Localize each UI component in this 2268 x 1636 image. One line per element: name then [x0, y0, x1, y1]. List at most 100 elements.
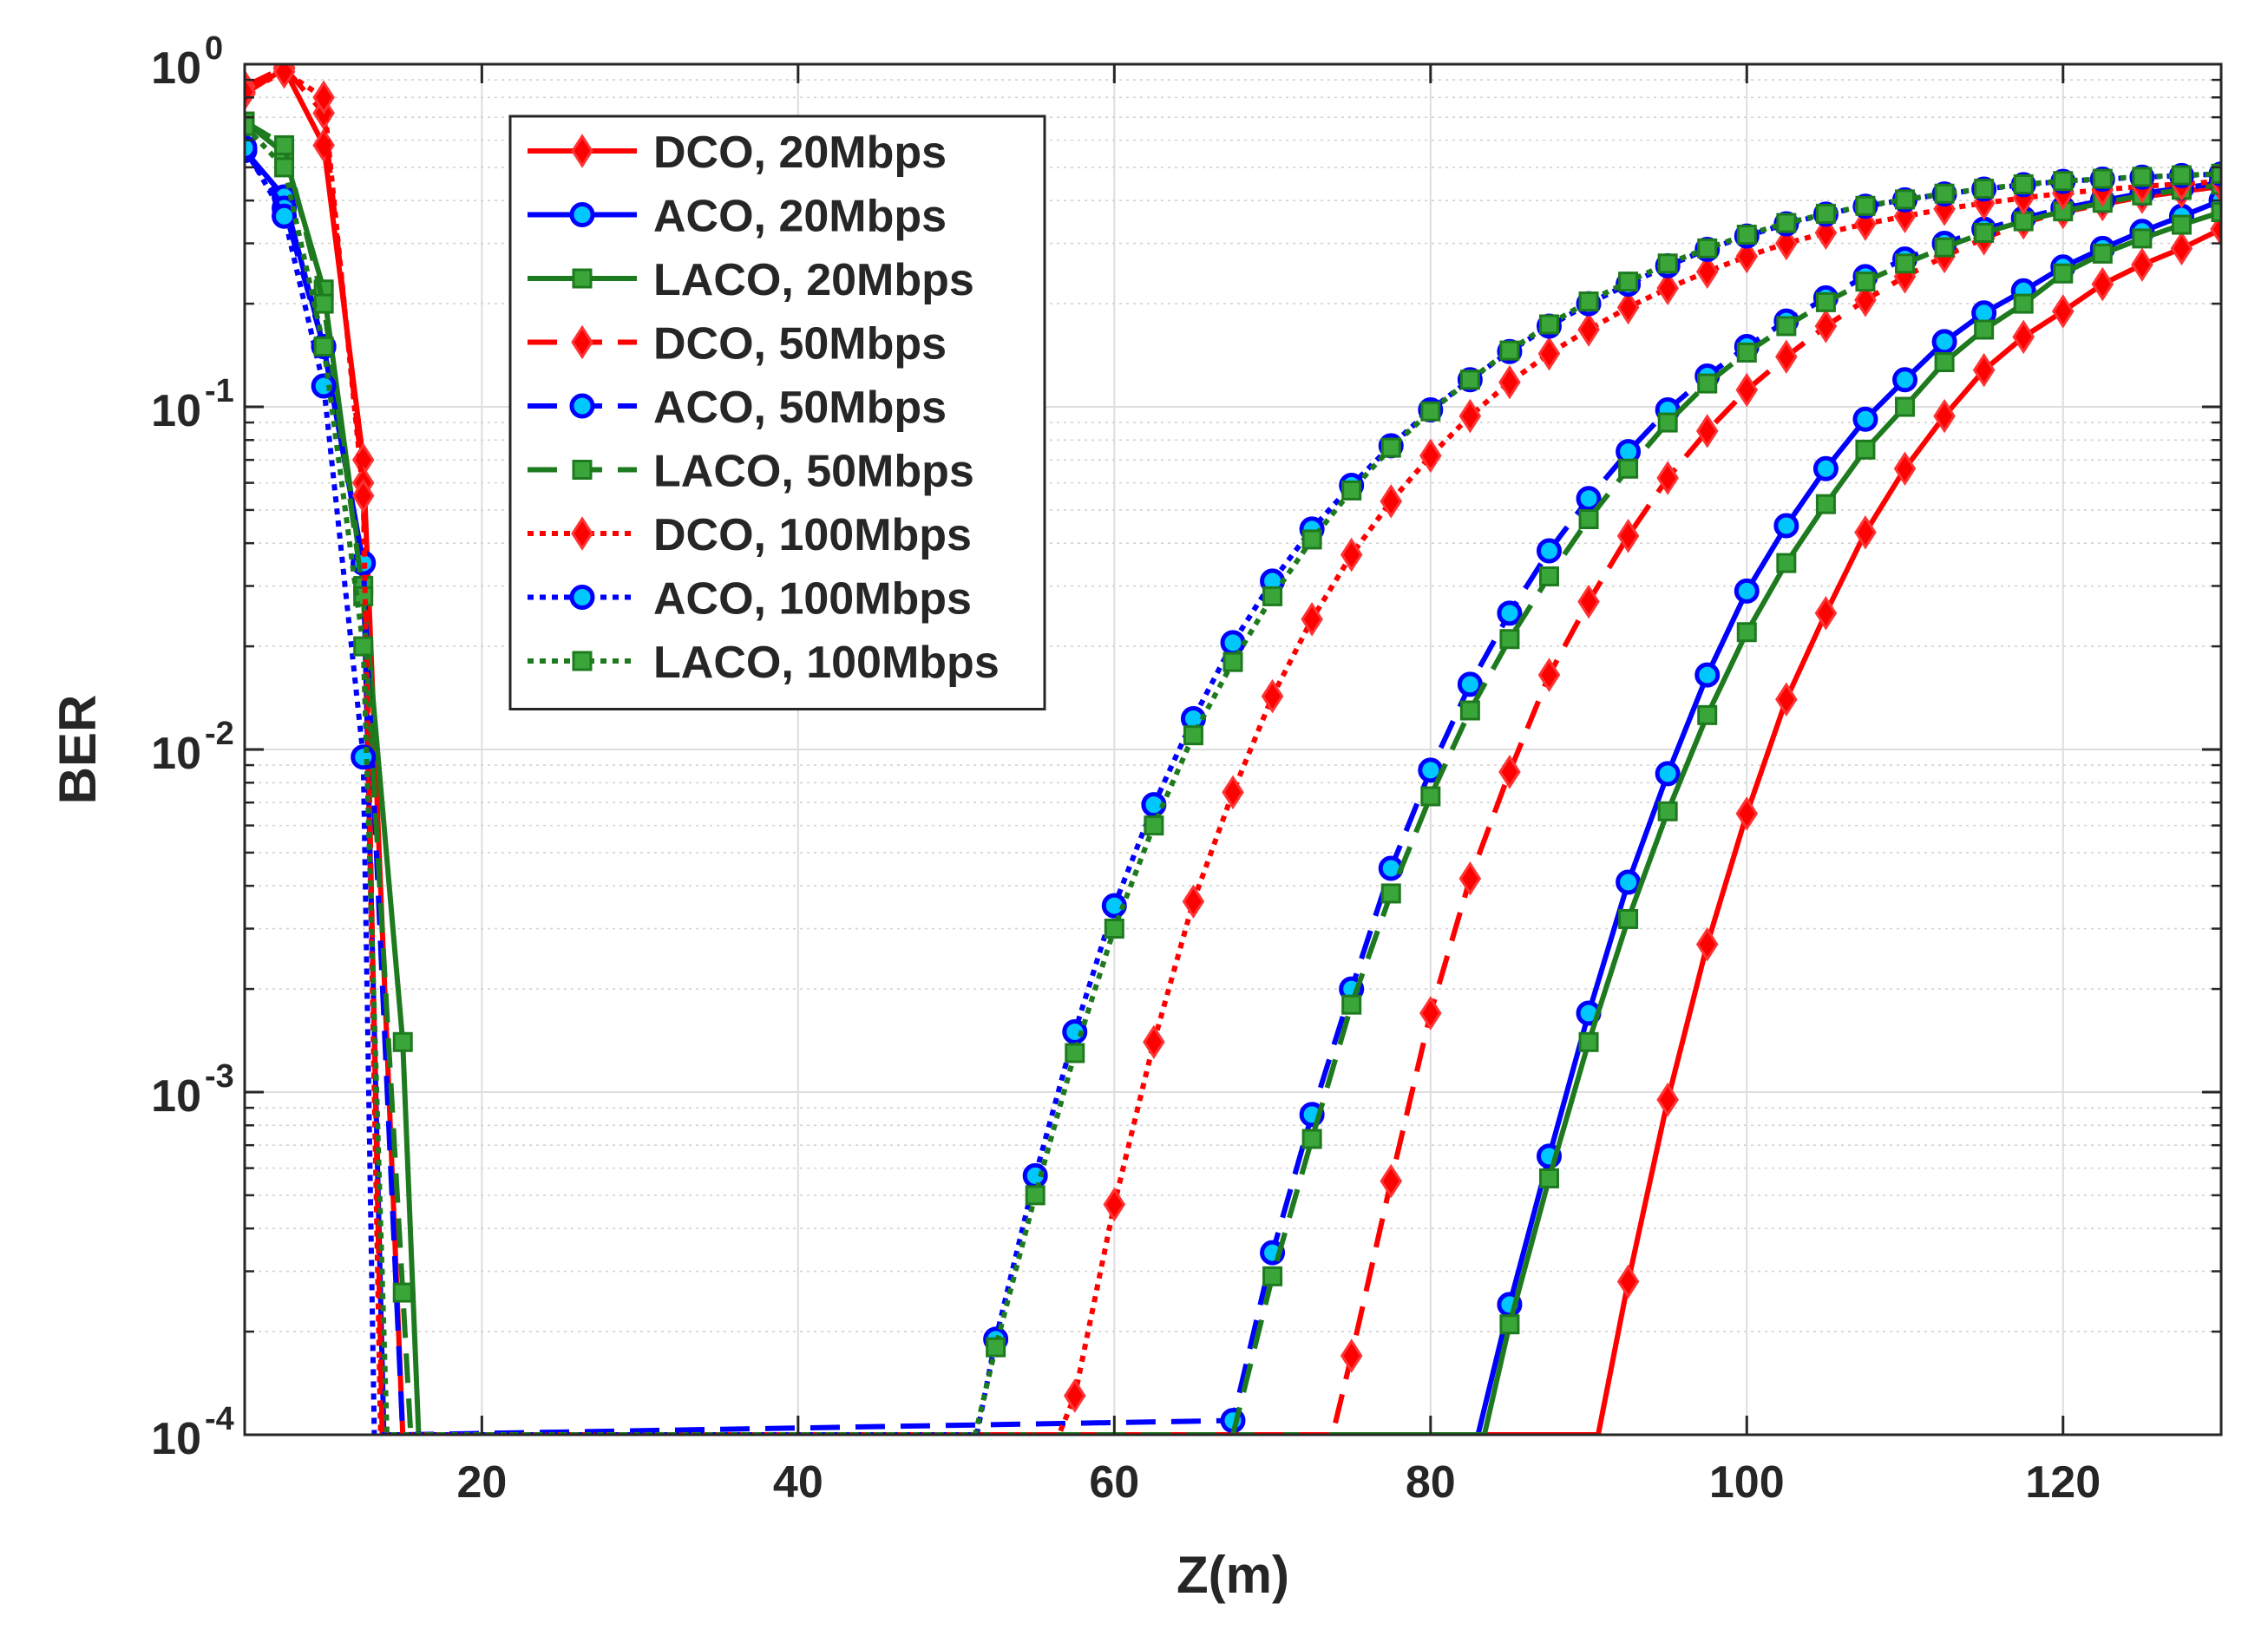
legend-label: LACO, 50Mbps — [653, 447, 974, 497]
legend-label: ACO, 20Mbps — [653, 192, 947, 242]
data-point-circle — [245, 134, 258, 160]
data-point-diamond — [1103, 1187, 1126, 1222]
x-axis-label: Z(m) — [1177, 1546, 1289, 1604]
data-point-square — [313, 336, 334, 357]
data-point-square — [2053, 263, 2074, 284]
data-point-square — [1697, 704, 1718, 725]
data-point-square — [1934, 352, 1955, 373]
data-point-diamond — [1261, 678, 1284, 714]
data-point-square — [1538, 314, 1559, 335]
data-point-diamond — [1616, 1264, 1640, 1299]
data-point-square — [1736, 225, 1757, 245]
data-point-diamond — [1814, 309, 1838, 344]
data-point-diamond — [1380, 1163, 1403, 1199]
data-point-diamond — [1695, 926, 1719, 962]
data-point-diamond — [2170, 231, 2193, 266]
data-point-circle — [1576, 486, 1602, 512]
data-point-diamond — [1537, 336, 1561, 371]
data-point-square — [1855, 195, 1876, 216]
data-point-square — [1578, 291, 1599, 312]
data-point-square — [1855, 272, 1876, 292]
data-point-square — [1499, 629, 1520, 650]
legend-label: ACO, 50Mbps — [653, 383, 947, 433]
data-point-diamond — [1498, 364, 1521, 400]
legend-entry: ACO, 50Mbps — [528, 383, 947, 433]
data-point-circle — [1892, 367, 1918, 393]
data-point-diamond — [1063, 1378, 1086, 1413]
data-point-diamond — [1933, 398, 1956, 434]
data-point-square — [1776, 316, 1797, 337]
data-point-square — [1815, 494, 1836, 514]
data-point-circle — [1457, 671, 1483, 697]
data-point-diamond — [1419, 996, 1442, 1031]
y-tick-label-exponent: -4 — [205, 1401, 234, 1437]
data-point-square — [2053, 171, 2074, 192]
data-point-diamond — [1301, 602, 1323, 637]
y-tick-label-exponent: -2 — [205, 716, 234, 752]
data-point-square — [1934, 183, 1955, 204]
data-point-square — [1578, 509, 1599, 530]
data-point-circle — [1378, 855, 1404, 881]
data-point-square — [1538, 566, 1559, 586]
data-point-square — [1855, 439, 1876, 460]
legend-label: LACO, 100Mbps — [653, 638, 1000, 688]
data-point-diamond — [1498, 755, 1521, 789]
data-point-square — [1974, 319, 1995, 340]
legend-label: DCO, 100Mbps — [653, 510, 972, 560]
legend-label: ACO, 100Mbps — [653, 574, 972, 625]
data-point-circle — [1220, 630, 1246, 656]
data-point-diamond — [312, 80, 335, 115]
data-point-square — [2013, 211, 2034, 232]
data-point-square — [1262, 1266, 1283, 1286]
data-point-diamond — [1814, 596, 1838, 631]
data-point-diamond — [571, 516, 593, 551]
data-point-diamond — [1775, 682, 1798, 717]
data-point-circle — [1773, 513, 1799, 539]
data-point-square — [1420, 786, 1441, 807]
data-point-square — [2092, 168, 2113, 189]
data-point-diamond — [1419, 438, 1442, 474]
y-tick-label-base: 10 — [151, 43, 201, 94]
data-point-circle — [1497, 600, 1523, 626]
data-point-diamond — [351, 478, 375, 514]
data-point-circle — [272, 203, 298, 229]
data-point-square — [274, 157, 295, 178]
data-point-circle — [1655, 761, 1681, 787]
x-tick-label: 100 — [1709, 1457, 1785, 1508]
data-point-square — [1618, 272, 1639, 292]
legend-label: LACO, 20Mbps — [653, 255, 974, 305]
data-point-square — [1222, 651, 1243, 672]
data-point-circle — [569, 585, 595, 610]
data-point-circle — [311, 373, 337, 399]
data-point-square — [1815, 291, 1836, 312]
data-point-diamond — [1577, 584, 1600, 619]
data-point-diamond — [2131, 247, 2153, 282]
data-point-diamond — [1616, 519, 1640, 553]
data-point-diamond — [1222, 775, 1244, 810]
data-point-square — [1301, 1129, 1322, 1149]
data-point-circle — [1852, 406, 1878, 432]
data-point-square — [1341, 480, 1362, 501]
data-point-square — [353, 636, 374, 657]
data-point-square — [392, 1282, 413, 1303]
data-point-square — [1341, 994, 1362, 1015]
data-point-circle — [1694, 662, 1721, 688]
data-point-square — [1974, 179, 1995, 200]
data-point-circle — [1734, 578, 1760, 604]
data-point-square — [2013, 174, 2034, 195]
series-layer — [245, 64, 2221, 1435]
data-point-diamond — [571, 134, 593, 168]
data-point-square — [1144, 815, 1164, 836]
data-point-square — [2092, 243, 2113, 264]
data-point-diamond — [1616, 290, 1640, 325]
x-tick-label: 60 — [1089, 1457, 1139, 1508]
data-point-square — [313, 293, 334, 314]
data-point-diamond — [1695, 254, 1719, 289]
data-point-square — [1895, 253, 1916, 274]
data-point-diamond — [1854, 283, 1877, 317]
y-tick-label-base: 10 — [151, 386, 201, 436]
data-point-square — [2171, 214, 2192, 235]
x-tick-label: 40 — [773, 1457, 823, 1508]
data-point-diamond — [1656, 271, 1679, 305]
